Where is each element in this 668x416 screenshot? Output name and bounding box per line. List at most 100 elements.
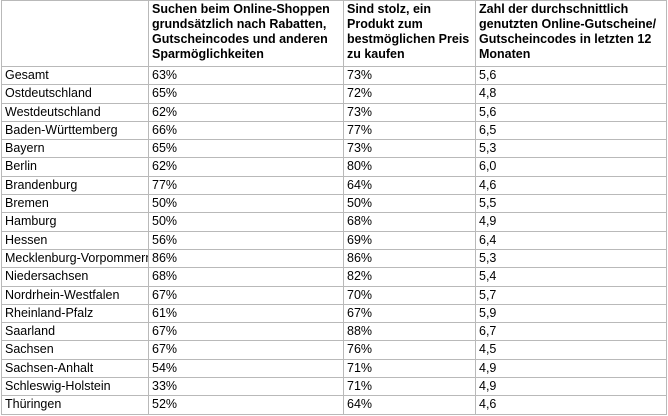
table-cell: 4,6 xyxy=(475,395,667,415)
table-cell: 88% xyxy=(343,322,476,342)
table-cell: 6,5 xyxy=(475,120,667,141)
table-row: Gesamt 63% 73% 5,6 xyxy=(1,65,667,86)
table-cell: 64% xyxy=(343,395,476,415)
table-row: Nordrhein-Westfalen 67% 70% 5,7 xyxy=(1,285,667,305)
table-cell: 6,4 xyxy=(475,230,667,250)
row-label: Schleswig-Holstein xyxy=(1,377,149,397)
table-cell: 73% xyxy=(343,102,476,122)
table-cell: 71% xyxy=(343,358,476,379)
table-cell: 6,7 xyxy=(475,322,667,342)
header-empty-cell xyxy=(1,0,149,67)
table-row: Rheinland-Pfalz 61% 67% 5,9 xyxy=(1,303,667,324)
table-cell: 63% xyxy=(148,65,344,86)
table-row: Ostdeutschland 65% 72% 4,8 xyxy=(1,84,667,104)
row-label: Hessen xyxy=(1,230,149,250)
header-row: Suchen beim Online-Shoppen grundsätzlich… xyxy=(1,0,667,67)
table-cell: 70% xyxy=(343,285,476,305)
table-cell: 4,8 xyxy=(475,84,667,104)
table-cell: 52% xyxy=(148,395,344,415)
table-cell: 86% xyxy=(148,248,344,269)
row-label: Baden-Württemberg xyxy=(1,120,149,141)
row-label: Nordrhein-Westfalen xyxy=(1,285,149,305)
table-cell: 69% xyxy=(343,230,476,250)
row-label: Gesamt xyxy=(1,65,149,86)
table-cell: 5,9 xyxy=(475,303,667,324)
header-cell: Sind stolz, ein Produkt zum bestmögliche… xyxy=(343,0,476,67)
header-cell: Suchen beim Online-Shoppen grundsätzlich… xyxy=(148,0,344,67)
table-cell: 68% xyxy=(343,212,476,232)
table-cell: 5,4 xyxy=(475,267,667,287)
table-row: Bayern 65% 73% 5,3 xyxy=(1,139,667,159)
table-row: Schleswig-Holstein 33% 71% 4,9 xyxy=(1,377,667,397)
table-cell: 67% xyxy=(148,340,344,360)
table-row: Baden-Württemberg 66% 77% 6,5 xyxy=(1,120,667,141)
table-row: Sachsen 67% 76% 4,5 xyxy=(1,340,667,360)
row-label: Berlin xyxy=(1,157,149,177)
table-cell: 61% xyxy=(148,303,344,324)
table-cell: 54% xyxy=(148,358,344,379)
table-cell: 73% xyxy=(343,65,476,86)
table-cell: 82% xyxy=(343,267,476,287)
table-row: Sachsen-Anhalt 54% 71% 4,9 xyxy=(1,358,667,379)
table-cell: 62% xyxy=(148,157,344,177)
table-cell: 5,3 xyxy=(475,248,667,269)
table-cell: 4,9 xyxy=(475,377,667,397)
table-cell: 6,0 xyxy=(475,157,667,177)
row-label: Bremen xyxy=(1,194,149,214)
table-cell: 80% xyxy=(343,157,476,177)
table-cell: 67% xyxy=(148,322,344,342)
table-cell: 67% xyxy=(148,285,344,305)
table-row: Westdeutschland 62% 73% 5,6 xyxy=(1,102,667,122)
table-cell: 5,7 xyxy=(475,285,667,305)
table-cell: 64% xyxy=(343,175,476,196)
table-cell: 56% xyxy=(148,230,344,250)
row-label: Mecklenburg-Vorpommern xyxy=(1,248,149,269)
table-cell: 50% xyxy=(148,194,344,214)
table-row: Thüringen 52% 64% 4,6 xyxy=(1,395,667,415)
table-cell: 72% xyxy=(343,84,476,104)
row-label: Sachsen xyxy=(1,340,149,360)
row-label: Sachsen-Anhalt xyxy=(1,358,149,379)
table-cell: 66% xyxy=(148,120,344,141)
row-label: Bayern xyxy=(1,139,149,159)
row-label: Ostdeutschland xyxy=(1,84,149,104)
table-cell: 4,5 xyxy=(475,340,667,360)
table-cell: 4,9 xyxy=(475,212,667,232)
table-cell: 5,3 xyxy=(475,139,667,159)
row-label: Saarland xyxy=(1,322,149,342)
table-cell: 73% xyxy=(343,139,476,159)
table-cell: 50% xyxy=(343,194,476,214)
table-row: Berlin 62% 80% 6,0 xyxy=(1,157,667,177)
table-cell: 5,5 xyxy=(475,194,667,214)
table-cell: 65% xyxy=(148,84,344,104)
table-cell: 4,9 xyxy=(475,358,667,379)
table-cell: 67% xyxy=(343,303,476,324)
table-cell: 33% xyxy=(148,377,344,397)
table-row: Brandenburg 77% 64% 4,6 xyxy=(1,175,667,196)
table-cell: 4,6 xyxy=(475,175,667,196)
table-cell: 62% xyxy=(148,102,344,122)
row-label: Hamburg xyxy=(1,212,149,232)
header-cell: Zahl der durchschnittlich genutzten Onli… xyxy=(475,0,667,67)
table-row: Mecklenburg-Vorpommern 86% 86% 5,3 xyxy=(1,248,667,269)
table-row: Saarland 67% 88% 6,7 xyxy=(1,322,667,342)
row-label: Niedersachsen xyxy=(1,267,149,287)
table-cell: 65% xyxy=(148,139,344,159)
row-label: Thüringen xyxy=(1,395,149,415)
row-label: Westdeutschland xyxy=(1,102,149,122)
table-cell: 5,6 xyxy=(475,65,667,86)
row-label: Rheinland-Pfalz xyxy=(1,303,149,324)
table-cell: 76% xyxy=(343,340,476,360)
table-cell: 50% xyxy=(148,212,344,232)
table-row: Hessen 56% 69% 6,4 xyxy=(1,230,667,250)
table-cell: 71% xyxy=(343,377,476,397)
table-body: Gesamt 63% 73% 5,6 Ostdeutschland 65% 72% 4,8 We… xyxy=(1,65,667,415)
table-row: Hamburg 50% 68% 4,9 xyxy=(1,212,667,232)
table-cell: 5,6 xyxy=(475,102,667,122)
table-cell: 77% xyxy=(148,175,344,196)
table-cell: 86% xyxy=(343,248,476,269)
table-row: Bremen 50% 50% 5,5 xyxy=(1,194,667,214)
row-label: Brandenburg xyxy=(1,175,149,196)
